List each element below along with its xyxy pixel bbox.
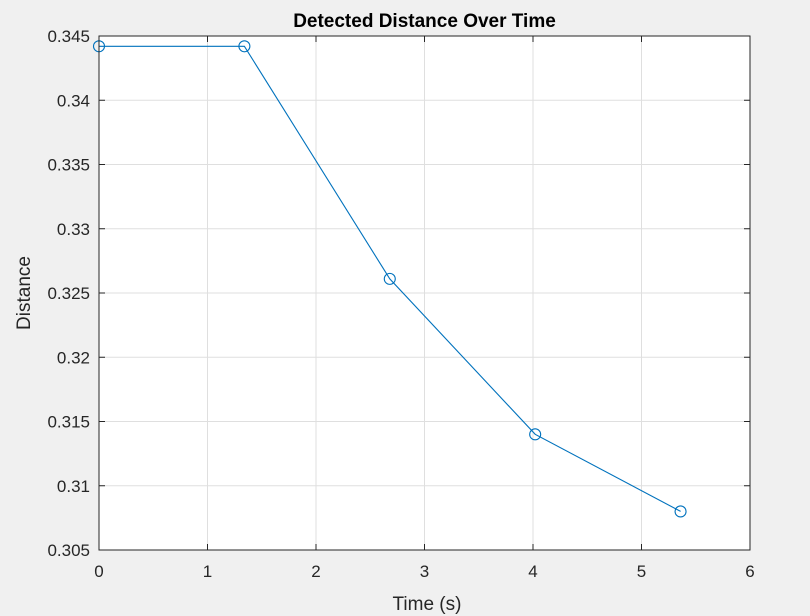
y-tick-label: 0.31 [57,477,90,496]
x-tick-label: 5 [637,562,646,581]
y-tick-label: 0.315 [47,413,90,432]
grid [99,36,750,550]
data-point-marker [674,505,687,518]
y-tick-label: 0.345 [47,27,90,46]
series-line [99,45,681,512]
y-tick-label: 0.32 [57,348,90,367]
y-tick-label: 0.325 [47,284,90,303]
x-tick-label: 4 [528,562,537,581]
x-tick-label: 3 [420,562,429,581]
x-axis-label: Time (s) [393,594,462,615]
data-point-marker [238,40,251,53]
y-tick-label: 0.33 [57,220,90,239]
x-tick-label: 6 [745,562,754,581]
data-point-marker [529,428,542,441]
chart-title: Detected Distance Over Time [293,11,556,32]
y-axis-label: Distance [14,256,35,330]
y-tick-label: 0.335 [47,156,90,175]
y-tick-label: 0.305 [47,541,90,560]
y-axis: 0.305 0.31 0.315 0.32 0.325 0.33 0.335 0.34 0.34… [47,27,750,560]
x-tick-label: 2 [311,562,320,581]
x-tick-label: 1 [203,562,212,581]
data-point-marker [383,272,396,285]
x-tick-label: 0 [94,562,103,581]
series-layer [92,40,687,518]
y-tick-label: 0.34 [57,91,90,110]
x-axis: 0 1 2 3 4 5 6 [94,36,755,581]
